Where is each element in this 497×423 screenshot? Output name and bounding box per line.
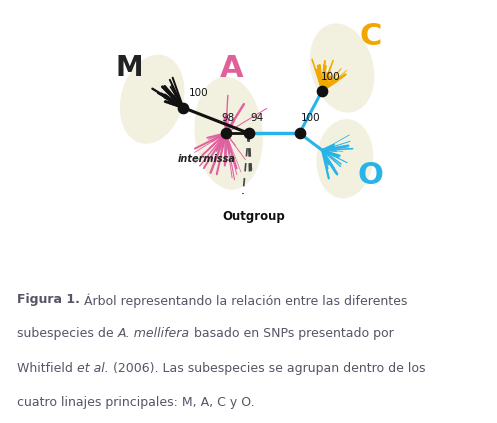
- Text: subespecies de: subespecies de: [17, 327, 118, 341]
- Text: M: M: [116, 54, 143, 82]
- Point: [296, 130, 304, 137]
- Text: Outgroup: Outgroup: [223, 210, 286, 223]
- Ellipse shape: [310, 24, 374, 113]
- Text: et al.: et al.: [77, 362, 109, 375]
- Point: [318, 87, 326, 94]
- Point: [179, 104, 187, 111]
- Text: 100: 100: [321, 72, 340, 82]
- Text: A. mellifera: A. mellifera: [118, 327, 190, 341]
- Text: 100: 100: [301, 113, 321, 123]
- Text: (2006). Las subespecies se agrupan dentro de los: (2006). Las subespecies se agrupan dentr…: [109, 362, 425, 375]
- Text: C: C: [359, 22, 382, 51]
- Text: Figura 1.: Figura 1.: [17, 293, 81, 306]
- Ellipse shape: [317, 119, 373, 198]
- Text: basado en SNPs presentado por: basado en SNPs presentado por: [190, 327, 394, 341]
- Ellipse shape: [194, 77, 263, 190]
- Text: 98: 98: [222, 113, 235, 123]
- Text: intermissa: intermissa: [177, 154, 236, 164]
- Point: [245, 130, 252, 137]
- Text: Whitfield: Whitfield: [17, 362, 77, 375]
- Text: A: A: [220, 54, 244, 82]
- Text: 94: 94: [250, 113, 263, 123]
- Text: 100: 100: [189, 88, 209, 98]
- Ellipse shape: [120, 55, 184, 144]
- Text: cuatro linajes principales: M, A, C y O.: cuatro linajes principales: M, A, C y O.: [17, 396, 255, 409]
- Text: Árbol representando la relación entre las diferentes: Árbol representando la relación entre la…: [81, 293, 408, 308]
- Point: [222, 130, 230, 137]
- Text: O: O: [357, 161, 383, 190]
